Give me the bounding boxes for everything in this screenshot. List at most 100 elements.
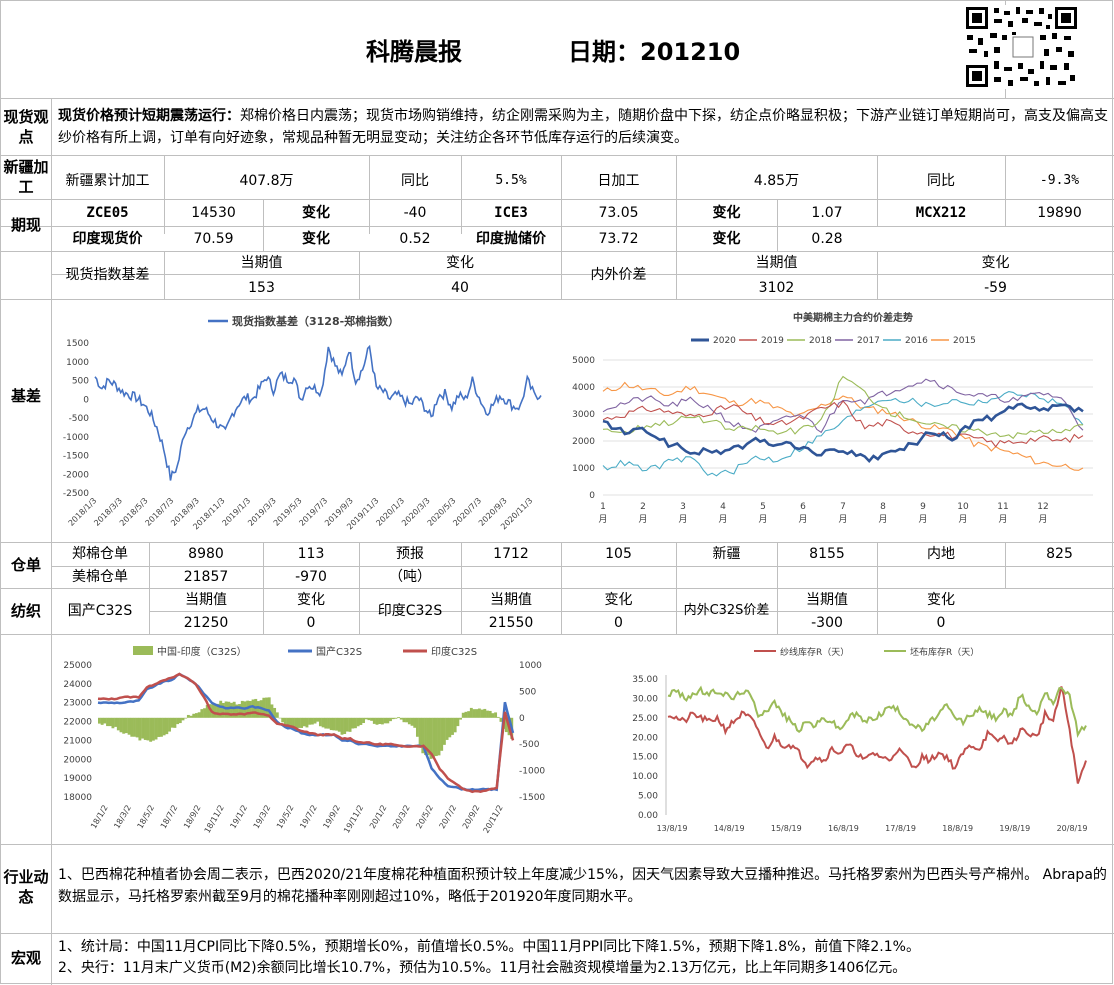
qr-code (964, 5, 1079, 89)
x-tick-label: 19/1/2 (228, 804, 249, 831)
spread-bar (251, 699, 255, 718)
diff-cur-label: 当期值 (806, 592, 848, 608)
spread-bar (434, 717, 438, 757)
y-tick-label: -1500 (63, 452, 89, 462)
spread-bar (122, 717, 126, 734)
x-tick-label: 18/9/2 (182, 804, 203, 831)
spread-cur-label: 当期值 (755, 255, 798, 271)
spread-bar (483, 708, 487, 718)
chart-title: 中美期棉主力合约价差走势 (793, 311, 913, 324)
spread-chg-label: 变化 (981, 255, 1010, 271)
x-tick-label-num: 2 (640, 502, 646, 512)
india-reserve-value: 73.72 (598, 231, 639, 247)
diff-chg-label: 变化 (927, 592, 955, 608)
spread-bar (197, 712, 201, 718)
y-tick-label-left: 20000 (63, 755, 92, 765)
textile-label: 纺织 (10, 602, 41, 620)
y-tick-label: 25.00 (632, 714, 658, 724)
spread-bar (407, 717, 411, 725)
spread-bar (459, 717, 462, 720)
industry-text: 1、巴西棉花种植者协会周二表示，巴西2020/21年度棉花种植面积预计较上年度减… (58, 867, 1107, 905)
x-tick-label-num: 10 (957, 502, 969, 512)
spread-bar (313, 717, 317, 724)
y-tick-label-left: 23000 (63, 699, 92, 709)
x-tick-label-unit: 月 (638, 514, 647, 525)
y-tick-label: -1000 (63, 433, 89, 443)
x-tick-label: 20/3/2 (391, 804, 412, 831)
india-spot-chg-label: 变化 (302, 231, 330, 247)
spread-bar (445, 717, 449, 740)
y-tick-label: -2500 (63, 489, 89, 499)
spread-bar (386, 717, 390, 724)
spread-bar (256, 701, 260, 718)
spread-bar (248, 700, 252, 718)
diff-c32s-label: 内外C32S价差 (683, 603, 770, 618)
spread-bar (151, 717, 155, 741)
spread-bar (397, 717, 401, 718)
x-tick-label: 19/8/19 (999, 824, 1030, 833)
spread-bar (135, 717, 139, 738)
y-tick-label-left: 21000 (63, 736, 92, 746)
spread-bar (308, 717, 312, 725)
legend-label: 坯布库存R（天） (910, 646, 979, 658)
ind-chg-label: 变化 (604, 592, 633, 608)
xj-daily-yoy: -9.3% (1039, 173, 1080, 188)
x-tick-label-num: 12 (1037, 502, 1048, 512)
x-tick-label-unit: 月 (918, 514, 927, 525)
xj-daily-yoy-label: 同比 (927, 173, 955, 189)
spread-bar (421, 717, 425, 754)
spread-bar (477, 708, 481, 718)
spread-bar (367, 717, 371, 721)
spread-bar (184, 717, 188, 719)
spread-bar (426, 717, 430, 756)
spread-bar (494, 712, 498, 718)
basis-series-line (94, 344, 542, 481)
spread-bar (440, 717, 444, 751)
inventory-series-line (667, 685, 1087, 738)
macro-line-1: 1、统计局：中国11月CPI同比下降0.5%，预期增长0%，前值增长0.5%。中… (58, 939, 920, 955)
spread-bar (162, 717, 166, 736)
spread-bar (103, 717, 107, 724)
industry-label: 行业动态 (3, 868, 49, 906)
forecast-chg: 105 (605, 546, 632, 562)
spread-bar (192, 713, 196, 718)
y-tick-label-right: 0 (519, 714, 525, 724)
basis-chg-label: 变化 (446, 255, 474, 271)
futures-label: 期现 (10, 216, 41, 234)
y-tick-label-right: -500 (519, 740, 540, 750)
india-spot-label: 印度现货价 (72, 231, 143, 247)
spread-bar (146, 717, 150, 741)
india-c32s-line (97, 672, 515, 794)
us-wh-value: 21857 (183, 569, 229, 585)
spread-bar (278, 717, 282, 719)
ice-value: 73.05 (598, 205, 639, 221)
spread-bar (394, 717, 398, 719)
x-tick-label-unit: 月 (798, 514, 807, 525)
legend-label: 2020 (713, 336, 736, 346)
x-tick-label: 18/8/19 (942, 824, 973, 833)
x-tick-label-num: 3 (680, 502, 686, 512)
x-tick-label-num: 7 (840, 502, 846, 512)
series-line-2019 (602, 400, 1084, 448)
xinjiang-label: 新疆加工 (3, 158, 49, 196)
spread-bar (345, 717, 349, 732)
spread-bar (327, 717, 330, 729)
spread-bar (399, 717, 403, 720)
spread-bar (410, 717, 414, 726)
spread-bar (453, 717, 457, 733)
x-tick-label-unit: 月 (838, 514, 847, 525)
x-tick-label: 14/8/19 (714, 824, 745, 833)
dom-cur: 21250 (183, 615, 229, 631)
spread-bar (246, 700, 250, 718)
spread-bar (491, 713, 495, 718)
spread-bar (273, 707, 277, 718)
y-tick-label: 10.00 (632, 772, 658, 782)
legend-label: 中国-印度（C32S） (157, 645, 247, 658)
spread-bar (297, 717, 301, 728)
series-line-2016 (602, 391, 1084, 477)
report-title: 科腾晨报 (366, 38, 462, 66)
zce-value: 14530 (191, 205, 236, 221)
spread-bar (370, 717, 374, 721)
spread-bar (456, 717, 460, 727)
spot-headline: 现货价格预计短期震荡运行： (58, 108, 240, 124)
